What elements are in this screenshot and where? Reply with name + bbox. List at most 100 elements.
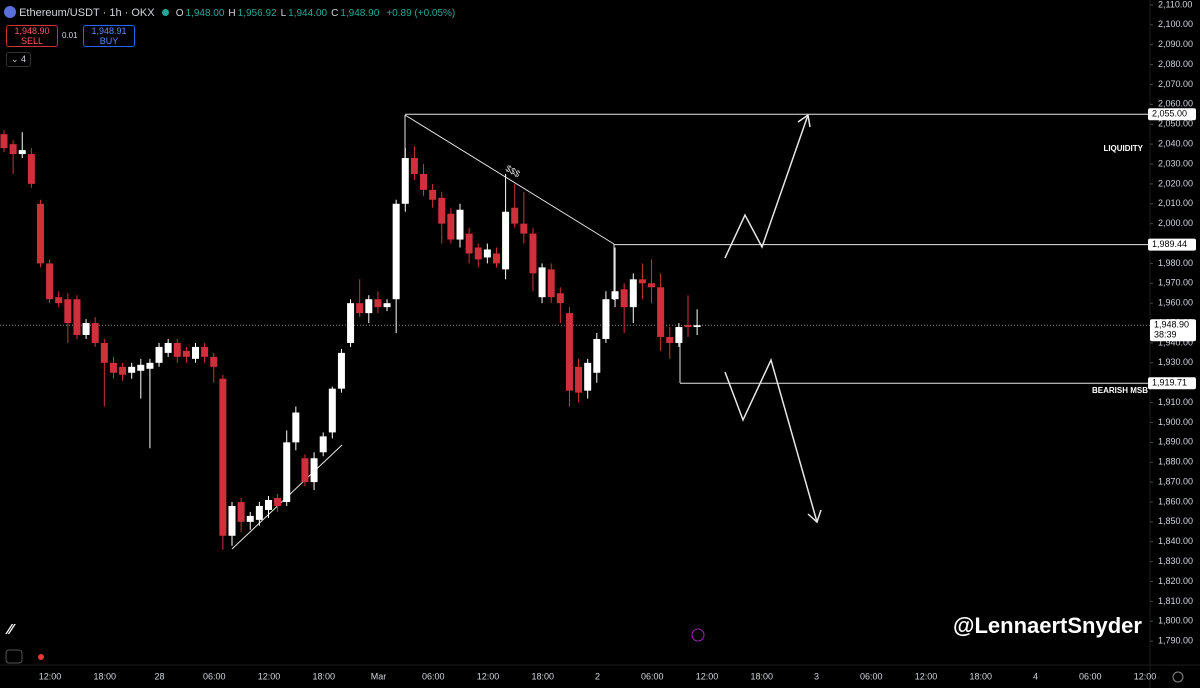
x-tick-label: 18:00 <box>969 671 992 681</box>
candle-body <box>638 279 646 284</box>
x-tick-label: 06:00 <box>641 671 664 681</box>
symbol[interactable]: Ethereum/USDT · 1h · OKX <box>19 7 155 19</box>
x-tick-label: 12:00 <box>696 671 719 681</box>
candle-body <box>164 342 172 353</box>
candle-body <box>283 442 291 502</box>
indicators-toggle[interactable]: ⌄ 4 <box>6 52 32 67</box>
candle-body <box>27 154 35 184</box>
x-tick-label: 06:00 <box>1079 671 1102 681</box>
arrow-head <box>807 509 822 524</box>
ohlc-key: C <box>331 8 339 19</box>
candle-body <box>36 203 44 264</box>
y-tick-label: 1,850.00 <box>1158 516 1193 526</box>
ohlc-value: 1,944.00 <box>288 8 328 19</box>
y-tick-label: 2,110.00 <box>1158 0 1192 9</box>
countdown: 38:39 <box>1154 330 1177 340</box>
candle-body <box>128 366 136 373</box>
y-tick-label: 1,910.00 <box>1158 397 1193 407</box>
candle-body <box>255 505 263 520</box>
icon <box>691 628 705 642</box>
candle-body <box>119 366 127 375</box>
candle-body <box>420 173 428 190</box>
candle-body <box>438 197 446 224</box>
y-tick-label: 2,000.00 <box>1158 218 1193 228</box>
candle-body <box>18 150 26 155</box>
x-tick-label: 18:00 <box>93 671 116 681</box>
candle-body <box>593 338 601 373</box>
annotation: $$$ <box>504 163 522 179</box>
candle-body <box>155 346 163 363</box>
y-tick-label: 1,900.00 <box>1158 417 1193 427</box>
candle-body <box>447 213 455 240</box>
y-tick-label: 1,810.00 <box>1158 596 1193 606</box>
candle-body <box>675 327 683 343</box>
candle-body <box>492 253 500 264</box>
x-tick-label: 18:00 <box>750 671 773 681</box>
price-tag-label: 1,948.90 <box>1154 320 1189 330</box>
price-tag-label: 2,055.00 <box>1152 109 1187 119</box>
x-tick-label: 12:00 <box>258 671 281 681</box>
candle-body <box>483 249 491 258</box>
indicator-count: 4 <box>21 54 27 64</box>
icon[interactable] <box>38 654 44 660</box>
watermark: @LennaertSnyder <box>953 613 1142 638</box>
candle-body <box>383 303 391 308</box>
candle-body <box>301 458 309 483</box>
settings-icon[interactable] <box>1172 671 1184 683</box>
candle-body <box>474 247 482 260</box>
candle-body <box>182 350 190 357</box>
candle-body <box>0 134 8 149</box>
sell-button[interactable]: 1,948.90 SELL <box>6 25 58 47</box>
candle-body <box>9 144 17 155</box>
candle-body <box>456 209 464 240</box>
price-tag-label: 1,989.44 <box>1152 239 1187 249</box>
candle-body <box>91 323 99 343</box>
icon[interactable] <box>5 649 23 664</box>
y-tick-label: 1,820.00 <box>1158 576 1193 586</box>
y-tick-label: 2,030.00 <box>1158 158 1193 168</box>
candle-body <box>575 366 583 393</box>
y-tick-label: 1,930.00 <box>1158 357 1193 367</box>
arrow-head <box>797 113 811 128</box>
candle-body <box>693 325 701 328</box>
buy-label: BUY <box>99 36 119 46</box>
candle-body <box>529 233 537 274</box>
x-tick-label: 18:00 <box>531 671 554 681</box>
tv-logo: ⁄⁄ <box>5 621 17 638</box>
candle-body <box>392 203 400 300</box>
y-tick-label: 1,790.00 <box>1158 636 1193 646</box>
x-tick-label: 12:00 <box>477 671 500 681</box>
candle-body <box>648 283 656 288</box>
candle-body <box>55 297 63 304</box>
candle-body <box>365 299 373 314</box>
price-tag-label: 1,919.71 <box>1152 378 1187 388</box>
x-tick-label: 12:00 <box>39 671 62 681</box>
price-tag <box>1150 319 1196 342</box>
candle-body <box>46 263 54 300</box>
annotation: BEARISH MSB <box>1092 386 1148 395</box>
y-tick-label: 1,870.00 <box>1158 476 1193 486</box>
candle-body <box>274 498 282 506</box>
candle-body <box>584 362 592 391</box>
candle-body <box>310 458 318 483</box>
y-tick-label: 2,040.00 <box>1158 139 1193 149</box>
candle-body <box>602 299 610 339</box>
candle-body <box>666 336 674 343</box>
coin-icon <box>4 6 16 18</box>
x-tick-label: 12:00 <box>915 671 938 681</box>
projection-arrow <box>724 357 818 523</box>
x-tick-label: Mar <box>371 671 387 681</box>
candle-body <box>502 211 510 270</box>
x-tick-label: 4 <box>1033 671 1038 681</box>
y-tick-label: 1,880.00 <box>1158 457 1193 467</box>
candle-body <box>109 362 117 373</box>
change: +0.89 (+0.05%) <box>386 8 456 19</box>
spread: 0.01 <box>62 31 78 40</box>
candle-body <box>264 499 272 510</box>
candle-body <box>64 299 72 324</box>
candle-body <box>520 223 528 234</box>
candle-body <box>401 158 409 204</box>
buy-button[interactable]: 1,948.91 BUY <box>83 25 135 47</box>
candle-body <box>246 515 254 522</box>
